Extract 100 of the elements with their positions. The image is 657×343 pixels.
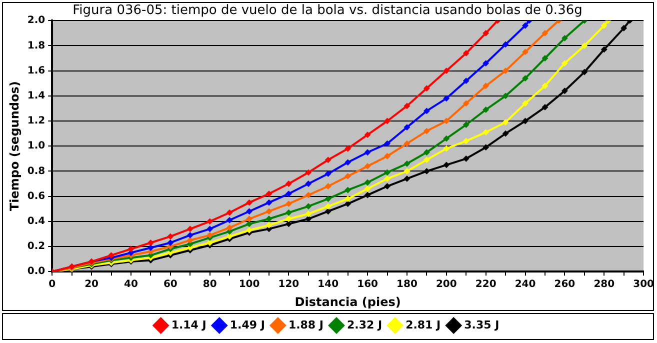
y-tick-label: 1.0	[27, 140, 46, 152]
legend-label: 2.32 J	[347, 318, 382, 332]
point	[463, 138, 470, 144]
x-tick-label: 120	[278, 279, 300, 290]
y-axis-title: Tiempo (segundos)	[7, 81, 22, 212]
point	[482, 60, 489, 66]
point	[404, 160, 410, 167]
point	[502, 68, 509, 74]
point	[108, 252, 114, 258]
y-tick-label: 1.6	[27, 65, 46, 76]
point	[364, 179, 371, 186]
point	[226, 210, 233, 216]
point	[522, 75, 528, 82]
point	[562, 60, 568, 66]
y-tick-label: 0.6	[27, 190, 46, 202]
x-tick-label: 60	[163, 279, 178, 290]
point	[206, 232, 213, 238]
point	[620, 25, 627, 32]
y-tick-label: 1.4	[27, 90, 46, 102]
point	[226, 224, 233, 231]
x-tick-label: 0	[48, 279, 56, 290]
point	[286, 200, 292, 207]
point	[384, 176, 390, 182]
point	[443, 68, 450, 74]
x-tick-label: 280	[594, 279, 615, 290]
point	[522, 118, 528, 124]
point	[404, 140, 410, 147]
point	[187, 226, 194, 232]
point	[187, 237, 194, 244]
point	[522, 100, 528, 106]
point	[325, 203, 332, 210]
point	[206, 226, 213, 232]
point	[344, 146, 351, 152]
point	[325, 208, 332, 214]
point	[384, 183, 390, 190]
point	[424, 149, 430, 156]
point	[424, 108, 430, 114]
x-tick-label: 240	[514, 279, 536, 290]
point	[562, 35, 568, 42]
point	[128, 246, 134, 252]
point	[443, 162, 450, 168]
point	[424, 85, 430, 92]
point	[463, 156, 470, 162]
point	[167, 233, 174, 240]
point	[344, 159, 351, 166]
point	[286, 216, 292, 222]
point	[364, 192, 371, 198]
point	[364, 163, 371, 170]
x-tick-label: 160	[357, 279, 378, 290]
point	[562, 88, 568, 94]
point	[522, 22, 528, 29]
chart-title: Figura 036-05: tiempo de vuelo de la bola vs. distancia usando bolas de 0.36g	[72, 3, 582, 18]
point	[305, 210, 312, 217]
point	[286, 180, 292, 187]
point	[443, 95, 450, 102]
point	[344, 187, 351, 194]
point	[502, 130, 509, 137]
point	[424, 156, 430, 163]
y-tick-label: 0.0	[27, 266, 46, 278]
point	[344, 173, 351, 180]
point	[246, 227, 252, 234]
point	[443, 136, 450, 142]
point	[482, 144, 489, 150]
point	[344, 196, 351, 202]
point	[542, 30, 548, 36]
point	[286, 190, 292, 197]
point	[364, 149, 371, 156]
point	[187, 232, 194, 238]
point	[542, 104, 548, 110]
point	[522, 48, 528, 55]
legend-label: 1.49 J	[230, 318, 265, 332]
point	[266, 200, 272, 206]
point	[384, 140, 390, 147]
point	[206, 218, 213, 224]
legend-label: 1.88 J	[288, 318, 324, 332]
point	[404, 102, 410, 109]
x-tick-label: 260	[554, 279, 576, 290]
point	[325, 156, 332, 163]
point	[266, 190, 272, 197]
point	[305, 216, 312, 222]
point	[226, 217, 233, 224]
point	[325, 196, 332, 202]
point	[364, 132, 371, 138]
point	[482, 82, 489, 89]
point	[463, 78, 470, 84]
point	[482, 129, 489, 136]
point	[404, 124, 410, 130]
point	[463, 50, 470, 56]
point	[226, 233, 233, 240]
x-tick-label: 80	[202, 279, 217, 290]
point	[463, 122, 470, 128]
point	[384, 153, 390, 160]
y-tick-label: 0.8	[27, 166, 46, 177]
point	[384, 118, 390, 124]
point	[246, 200, 252, 206]
point	[246, 216, 252, 222]
x-tick-label: 20	[84, 279, 99, 290]
point	[206, 240, 213, 246]
point	[384, 169, 390, 176]
point	[286, 210, 292, 216]
